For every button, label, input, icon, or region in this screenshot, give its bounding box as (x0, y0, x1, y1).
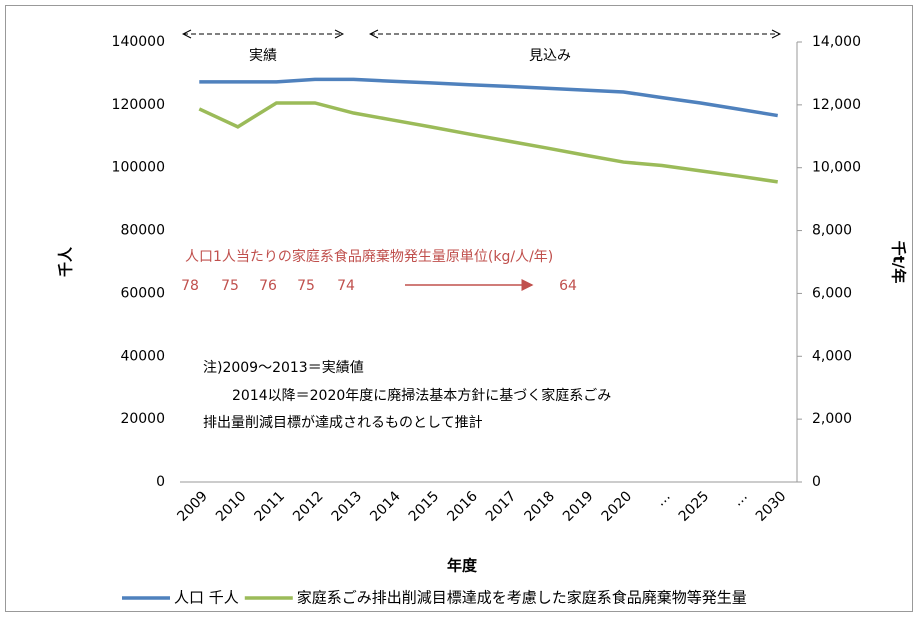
x-axis-title: 年度 (447, 557, 478, 575)
series-line (198, 101, 778, 184)
y-tick-label: 100000 (112, 160, 165, 176)
per-capita-value: 64 (559, 278, 577, 294)
y2-tick-label: 0 (812, 474, 821, 490)
y-tick-label: 60000 (120, 285, 165, 301)
x-tick-label: 2009 (174, 488, 211, 525)
x-tick-label: 2017 (483, 488, 520, 525)
y2-tick-label: 8,000 (812, 223, 852, 239)
series-line (199, 77, 779, 118)
y-tick-label: 20000 (120, 411, 165, 427)
per-capita-value: 75 (297, 278, 315, 294)
y2-tick-label: 6,000 (812, 285, 852, 301)
y2-tick-label: 12,000 (812, 97, 861, 113)
legend-label: 家庭系ごみ排出削減目標達成を考慮した家庭系食品廃棄物等発生量 (297, 589, 747, 607)
x-tick-label: 2030 (753, 488, 790, 525)
x-tick-label: 2019 (560, 488, 597, 525)
x-tick-label: 2015 (406, 488, 443, 525)
x-tick-label: 2016 (444, 488, 481, 525)
per-capita-value: 75 (221, 278, 239, 294)
y2-tick-label: 2,000 (812, 411, 852, 427)
per-capita-title: 人口1人当たりの家庭系食品廃棄物発生量原単位(kg/人/年) (185, 248, 553, 265)
y-tick-label: 0 (156, 474, 165, 490)
forecast-label: 見込み (529, 48, 571, 64)
actual-label: 実績 (249, 48, 277, 64)
x-tick-label: 2020 (599, 488, 636, 525)
y2-tick-label: 14,000 (812, 34, 861, 50)
y-axis-title: 千人 (57, 246, 75, 277)
y-tick-label: 40000 (120, 348, 165, 364)
per-capita-value: 74 (337, 278, 355, 294)
x-tick-label: … (652, 488, 673, 509)
y-tick-label: 120000 (112, 97, 165, 113)
per-capita-value: 78 (181, 278, 199, 294)
note-line: 2014以降＝2020年度に廃掃法基本方針に基づく家庭系ごみ (232, 387, 611, 404)
frame (5, 5, 913, 612)
note-line: 注)2009～2013＝実績値 (203, 360, 364, 376)
y2-tick-label: 10,000 (812, 160, 861, 176)
y2-tick-label: 4,000 (812, 348, 852, 364)
x-tick-label: 2018 (521, 488, 558, 525)
x-tick-label: 2014 (367, 488, 404, 525)
x-tick-label: 2010 (213, 488, 250, 525)
per-capita-value: 76 (259, 278, 277, 294)
note-line: 排出量削減目標が達成されるものとして推計 (203, 414, 483, 431)
x-tick-label: 2025 (676, 488, 713, 525)
legend-label: 人口 千人 (174, 589, 239, 607)
y2-axis-title: 千t/年 (890, 241, 908, 284)
x-tick-label: 2011 (252, 488, 289, 525)
x-tick-label: … (730, 488, 751, 509)
x-tick-label: 2012 (290, 488, 327, 525)
y-tick-label: 80000 (120, 223, 165, 239)
x-tick-label: 2013 (329, 488, 366, 525)
y-tick-label: 140000 (112, 34, 165, 50)
